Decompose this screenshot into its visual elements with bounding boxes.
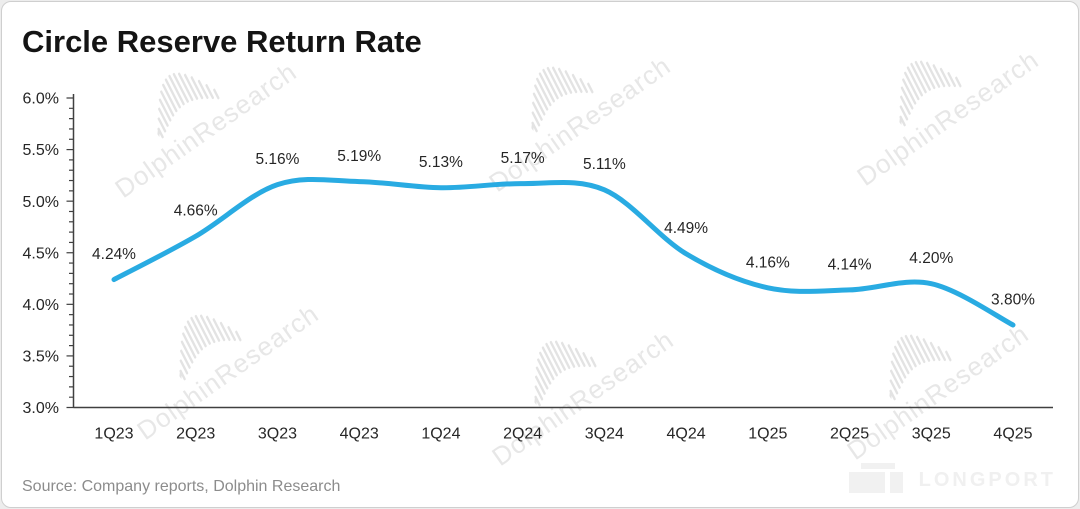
y-tick-label: 5.0% [23,194,59,211]
y-tick-label: 3.0% [23,400,59,417]
data-label: 4.66% [174,203,218,220]
y-tick-label: 4.5% [23,245,59,262]
x-tick-label: 3Q25 [912,426,951,443]
x-tick-label: 4Q25 [993,426,1032,443]
data-label: 4.24% [92,246,136,263]
y-tick-label: 3.5% [23,349,59,366]
data-label: 4.20% [909,250,953,267]
longport-logo-icon [848,463,903,493]
data-label: 5.13% [419,154,463,171]
y-tick-label: 4.0% [23,297,59,314]
x-tick-label: 2Q23 [176,426,215,443]
source-note: Source: Company reports, Dolphin Researc… [22,478,341,495]
data-label: 4.16% [746,254,790,271]
chart-title: Circle Reserve Return Rate [22,24,422,59]
data-label: 4.49% [664,220,708,237]
x-tick-label: 1Q23 [94,426,133,443]
data-label: 4.14% [828,256,872,273]
data-label: 5.19% [337,148,381,165]
x-tick-label: 2Q25 [830,426,869,443]
longport-logo-text: LONGPORT [918,469,1056,491]
series-line [111,176,1016,328]
longport-logo: LONGPORT [848,463,1056,493]
data-label: 5.17% [501,150,545,167]
y-tick-label: 6.0% [23,91,59,108]
x-tick-label: 1Q25 [748,426,787,443]
x-tick-label: 4Q23 [340,426,379,443]
x-tick-label: 2Q24 [503,426,542,443]
x-tick-label: 4Q24 [667,426,706,443]
y-tick-label: 5.5% [23,142,59,159]
data-label: 5.11% [583,156,626,173]
x-tick-label: 1Q24 [421,426,460,443]
x-tick-label: 3Q23 [258,426,297,443]
x-tick-label: 3Q24 [585,426,624,443]
data-label: 3.80% [991,291,1035,308]
data-label: 5.16% [255,151,299,168]
